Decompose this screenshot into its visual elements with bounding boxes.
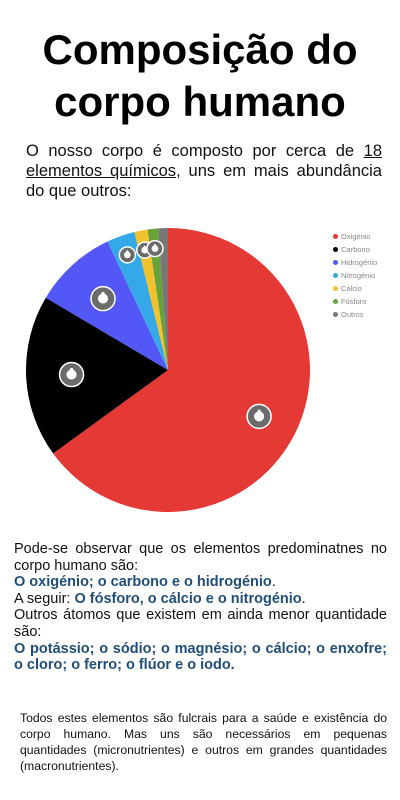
- chart-legend: Oxigénio Carbono Hidrogénio Nitrogénio Cálci…: [333, 230, 399, 321]
- intro-text-before: O nosso corpo é composto por cerca de: [26, 142, 364, 160]
- touch-hand-icon[interactable]: [118, 246, 137, 264]
- title-line-1: Composição do: [42, 26, 358, 73]
- legend-swatch: [333, 247, 338, 252]
- pie-slice-fósforo[interactable]: [147, 228, 168, 370]
- minor-elements: O potássio; o sódio; o magnésio; o cálci…: [14, 640, 387, 674]
- explanation-line-4: Outros átomos que existem em ainda menor…: [14, 607, 387, 640]
- legend-item-oxigénio[interactable]: Oxigénio: [333, 230, 399, 243]
- explanation-line-2: O oxigénio; o carbono e o hidrogénio.: [14, 574, 387, 591]
- legend-label: Carbono: [341, 245, 370, 254]
- intro-text-after: , uns em mais abundância do que outros:: [26, 162, 382, 200]
- secondary-elements: O fósforo, o cálcio e o nitrogénio: [74, 590, 302, 607]
- legend-item-outros[interactable]: Outros: [333, 308, 399, 321]
- legend-swatch: [333, 286, 338, 291]
- touch-hand-icon[interactable]: [58, 361, 85, 388]
- touch-hand-icon[interactable]: [90, 285, 116, 312]
- footer-paragraph: Todos estes elementos são fulcrais para …: [20, 711, 387, 773]
- legend-swatch: [333, 234, 338, 239]
- predominant-dot: .: [271, 574, 276, 591]
- predominant-elements: O oxigénio; o carbono e o hidrogénio: [14, 574, 272, 591]
- title-line-2: corpo humano: [54, 78, 346, 125]
- legend-label: Oxigénio: [341, 232, 371, 241]
- pie-slice-cálcio[interactable]: [134, 229, 168, 370]
- legend-item-fósforo[interactable]: Fósforo: [333, 295, 399, 308]
- legend-label: Hidrogénio: [341, 258, 378, 267]
- legend-item-nitrogénio[interactable]: Nitrogénio: [333, 269, 399, 282]
- pie-chart-svg: [26, 228, 310, 512]
- touch-hand-icon[interactable]: [146, 239, 164, 258]
- legend-item-cálcio[interactable]: Cálcio: [333, 282, 399, 295]
- legend-swatch: [333, 299, 338, 304]
- composition-pie-chart: [0, 215, 400, 525]
- pie-slice-carbono[interactable]: [26, 297, 169, 454]
- legend-label: Cálcio: [341, 284, 362, 293]
- legend-label: Nitrogénio: [341, 271, 376, 280]
- explanation-text: Pode-se observar que os elementos predom…: [14, 541, 387, 674]
- legend-label: Fósforo: [341, 297, 367, 306]
- legend-swatch: [333, 273, 338, 278]
- legend-item-carbono[interactable]: Carbono: [333, 243, 399, 256]
- pie-slice-nitrogénio[interactable]: [107, 232, 168, 370]
- legend-label: Outros: [341, 310, 364, 319]
- elements-link[interactable]: 18 elementos químicos: [26, 142, 382, 180]
- touch-hand-icon[interactable]: [246, 403, 272, 430]
- legend-swatch: [333, 312, 338, 317]
- explanation-line-1: Pode-se observar que os elementos predom…: [14, 541, 387, 574]
- pie-slice-oxigénio[interactable]: [53, 228, 310, 512]
- next-label: A seguir:: [14, 590, 75, 607]
- legend-item-hidrogénio[interactable]: Hidrogénio: [333, 256, 399, 269]
- page-title: Composição do corpo humano: [0, 24, 400, 128]
- explanation-line-3: A seguir: O fósforo, o cálcio e o nitrog…: [14, 591, 387, 608]
- intro-paragraph: O nosso corpo é composto por cerca de 18…: [26, 141, 382, 201]
- pie-slice-outros[interactable]: [158, 228, 168, 370]
- secondary-dot: .: [301, 590, 306, 607]
- legend-swatch: [333, 260, 338, 265]
